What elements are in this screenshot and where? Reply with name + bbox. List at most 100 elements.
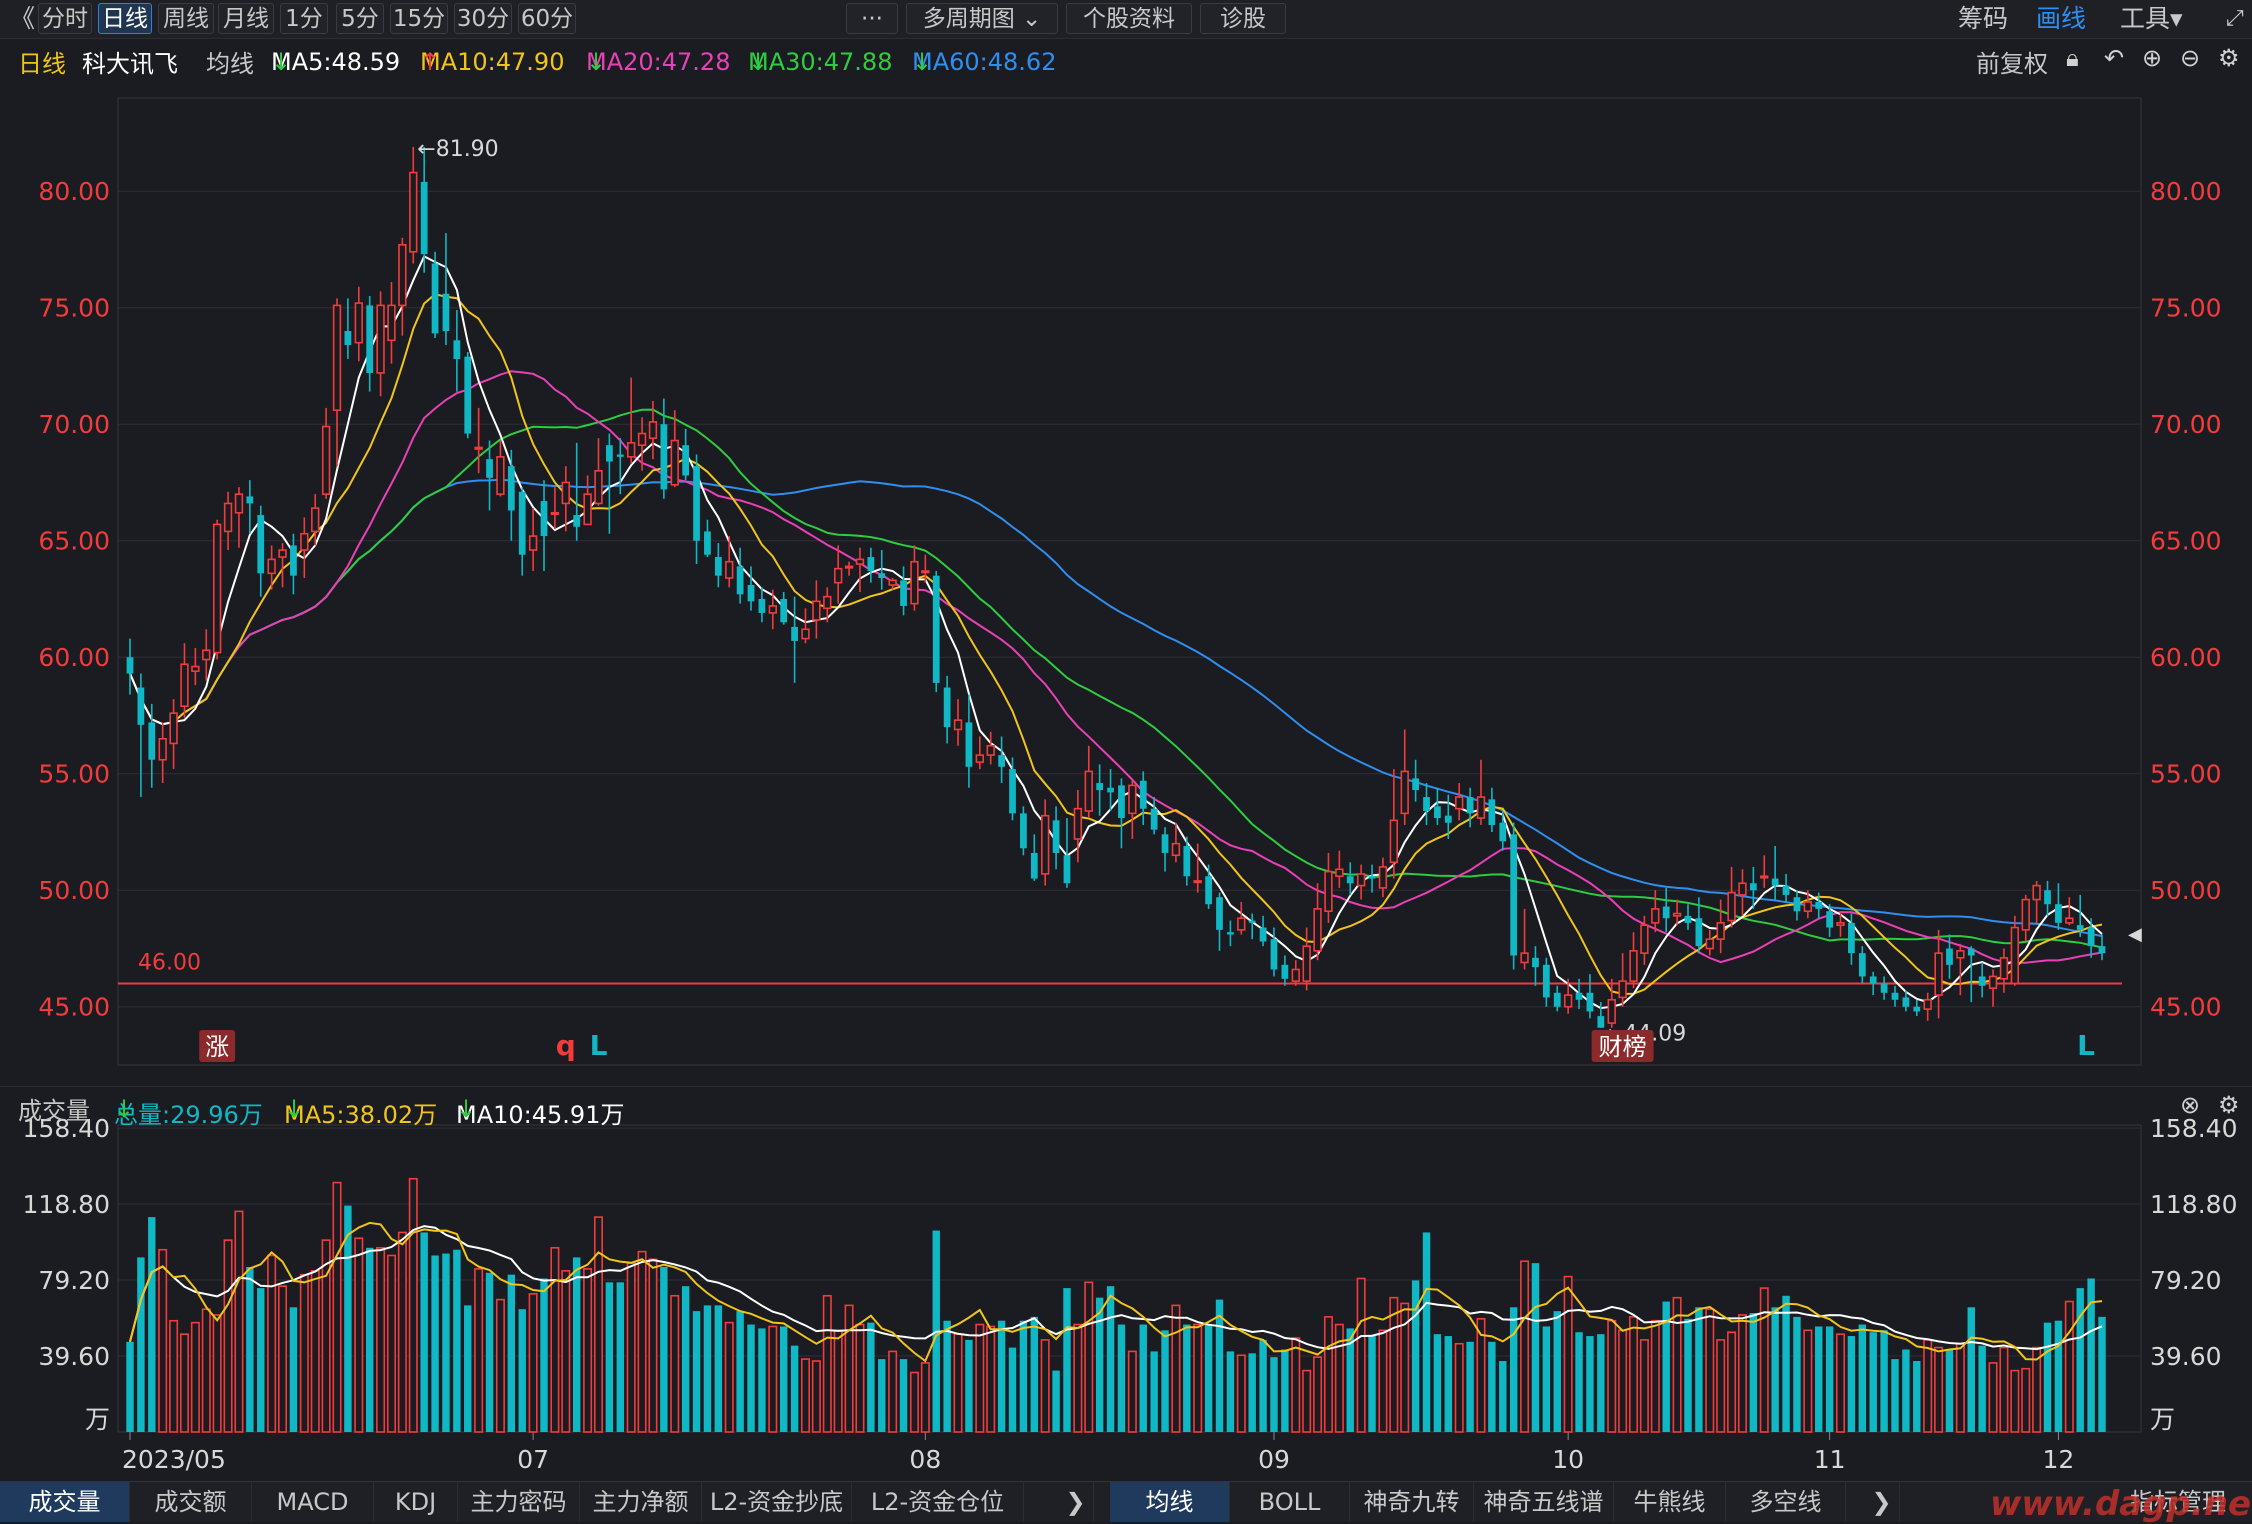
indicator-tab-1[interactable]: 成交额 bbox=[130, 1482, 252, 1522]
candle-body bbox=[1259, 927, 1267, 942]
candle-body bbox=[704, 531, 711, 555]
candle-body bbox=[518, 491, 526, 555]
indicator-tab-3[interactable]: KDJ bbox=[374, 1482, 458, 1522]
indicator-tab-7[interactable]: L2-资金仓位 bbox=[852, 1482, 1024, 1522]
y-tick-left: 80.00 bbox=[38, 177, 110, 206]
candle-body bbox=[1967, 948, 1975, 956]
expand-icon[interactable]: ⤢ bbox=[2226, 6, 2244, 31]
tabs-right-next-icon[interactable]: ❯ bbox=[1864, 1482, 1900, 1522]
volume-bar bbox=[137, 1257, 145, 1432]
price-chart[interactable]: 80.00 80.00 75.00 75.00 70.00 70.00 65.00 65.00… bbox=[0, 0, 2252, 1481]
period-tab-7[interactable]: 30分 bbox=[454, 3, 512, 34]
volume-bar bbox=[2076, 1288, 2084, 1432]
period-tab-3[interactable]: 月线 bbox=[218, 3, 274, 34]
volume-bar bbox=[528, 1293, 538, 1433]
volume-bar bbox=[1716, 1339, 1726, 1433]
overlay-tab-5[interactable]: 多空线 bbox=[1726, 1482, 1846, 1522]
volume-bar bbox=[878, 1359, 886, 1432]
candle-body bbox=[1869, 976, 1877, 984]
volume-bar bbox=[747, 1324, 755, 1432]
y-tick-right: 55.00 bbox=[2150, 760, 2222, 789]
candle-body bbox=[267, 558, 276, 575]
zoom-in-icon[interactable]: ⊕ bbox=[2142, 44, 2163, 72]
overlay-tab-2[interactable]: 神奇九转 bbox=[1350, 1482, 1474, 1522]
lock-icon[interactable]: 🔒︎ bbox=[2066, 44, 2079, 72]
candle-body bbox=[2055, 904, 2062, 923]
volume-bar bbox=[1466, 1341, 1474, 1432]
volume-bar bbox=[692, 1311, 701, 1432]
chevron-down-icon: ⌄ bbox=[1022, 6, 1042, 32]
candle-body bbox=[507, 466, 515, 511]
volume-bar bbox=[1346, 1328, 1354, 1432]
candle-body bbox=[540, 501, 548, 537]
indicator-tab-0[interactable]: 成交量 bbox=[0, 1482, 130, 1522]
volume-bar bbox=[616, 1282, 624, 1432]
tools-button[interactable]: 工具▾ bbox=[2120, 3, 2183, 34]
ma-label[interactable]: 均线 bbox=[206, 50, 254, 78]
volume-bar bbox=[1618, 1329, 1628, 1433]
volume-bar bbox=[1858, 1324, 1867, 1432]
volume-bar bbox=[1684, 1318, 1692, 1432]
volume-bar bbox=[637, 1250, 647, 1433]
y-tick-left: 50.00 bbox=[38, 876, 110, 905]
collapse-icon[interactable]: 《 bbox=[10, 4, 36, 33]
candle-body bbox=[212, 523, 222, 654]
close-icon[interactable]: ⊗ bbox=[2180, 1091, 2201, 1119]
volume-bar bbox=[376, 1247, 386, 1433]
candle-body bbox=[1150, 808, 1158, 830]
chips-button[interactable]: 筹码 bbox=[1958, 4, 2009, 33]
volume-bar bbox=[736, 1311, 744, 1432]
volume-bar bbox=[626, 1262, 636, 1433]
tabs-next-icon[interactable]: ❯ bbox=[1058, 1482, 1094, 1522]
overlay-tab-1[interactable]: BOLL bbox=[1230, 1482, 1350, 1522]
volume-bar bbox=[1150, 1351, 1158, 1432]
more-periods-button[interactable]: ··· bbox=[846, 3, 898, 34]
draw-button[interactable]: 画线 bbox=[2036, 4, 2087, 33]
volume-bar bbox=[1759, 1287, 1769, 1433]
indicator-manage-button[interactable]: 指标管理 bbox=[2130, 1488, 2226, 1516]
undo-icon[interactable]: ↶ bbox=[2104, 44, 2125, 72]
indicator-tab-6[interactable]: L2-资金抄底 bbox=[702, 1482, 852, 1522]
volume-bar bbox=[278, 1285, 288, 1433]
indicator-tab-5[interactable]: 主力净额 bbox=[580, 1482, 702, 1522]
volume-bar bbox=[2010, 1369, 2020, 1433]
period-tab-0[interactable]: 分时 bbox=[38, 3, 92, 34]
period-tab-2[interactable]: 周线 bbox=[158, 3, 214, 34]
candle-body bbox=[2021, 898, 2030, 931]
adjust-button[interactable]: 前复权 bbox=[1976, 50, 2048, 78]
period-tab-4[interactable]: 1分 bbox=[280, 3, 328, 34]
volume-bar bbox=[234, 1210, 244, 1433]
period-tab-1[interactable]: 日线 bbox=[98, 3, 152, 34]
volume-bar bbox=[1880, 1330, 1888, 1432]
indicator-tab-2[interactable]: MACD bbox=[252, 1482, 374, 1522]
y-tick-right: 65.00 bbox=[2150, 527, 2222, 556]
volume-bar bbox=[1193, 1323, 1203, 1433]
candle-body bbox=[1891, 992, 1899, 1000]
candle-body bbox=[1063, 855, 1071, 884]
volume-bar bbox=[583, 1268, 593, 1433]
period-tab-5[interactable]: 5分 bbox=[336, 3, 384, 34]
candle-body bbox=[409, 171, 418, 253]
diagnose-button[interactable]: 诊股 bbox=[1200, 3, 1286, 34]
zoom-out-icon[interactable]: ⊖ bbox=[2180, 44, 2201, 72]
volume-bar bbox=[1967, 1307, 1975, 1432]
y-tick-right: 80.00 bbox=[2150, 177, 2222, 206]
volume-bar bbox=[267, 1254, 277, 1433]
candle-body bbox=[2010, 926, 2020, 985]
volume-bar bbox=[703, 1305, 712, 1432]
overlay-tab-0[interactable]: 均线 bbox=[1110, 1482, 1230, 1522]
volume-bar bbox=[1454, 1342, 1464, 1433]
candle-body bbox=[998, 755, 1005, 767]
overlay-tab-3[interactable]: 神奇五线谱 bbox=[1474, 1482, 1614, 1522]
period-tab-6[interactable]: 15分 bbox=[390, 3, 448, 34]
stock-profile-button[interactable]: 个股资料 bbox=[1066, 3, 1192, 34]
gear-icon[interactable]: ⚙ bbox=[2218, 44, 2240, 72]
indicator-tab-4[interactable]: 主力密码 bbox=[458, 1482, 580, 1522]
volume-total-text: 总量:29.96万 bbox=[114, 1101, 263, 1129]
gear-icon[interactable]: ⚙ bbox=[2218, 1091, 2240, 1119]
period-tab-8[interactable]: 60分 bbox=[518, 3, 576, 34]
candle-body bbox=[594, 470, 603, 505]
overlay-tab-4[interactable]: 牛熊线 bbox=[1614, 1482, 1726, 1522]
multi-period-button[interactable]: 多周期图 ⌄ bbox=[906, 3, 1058, 34]
candle-body bbox=[431, 263, 439, 334]
